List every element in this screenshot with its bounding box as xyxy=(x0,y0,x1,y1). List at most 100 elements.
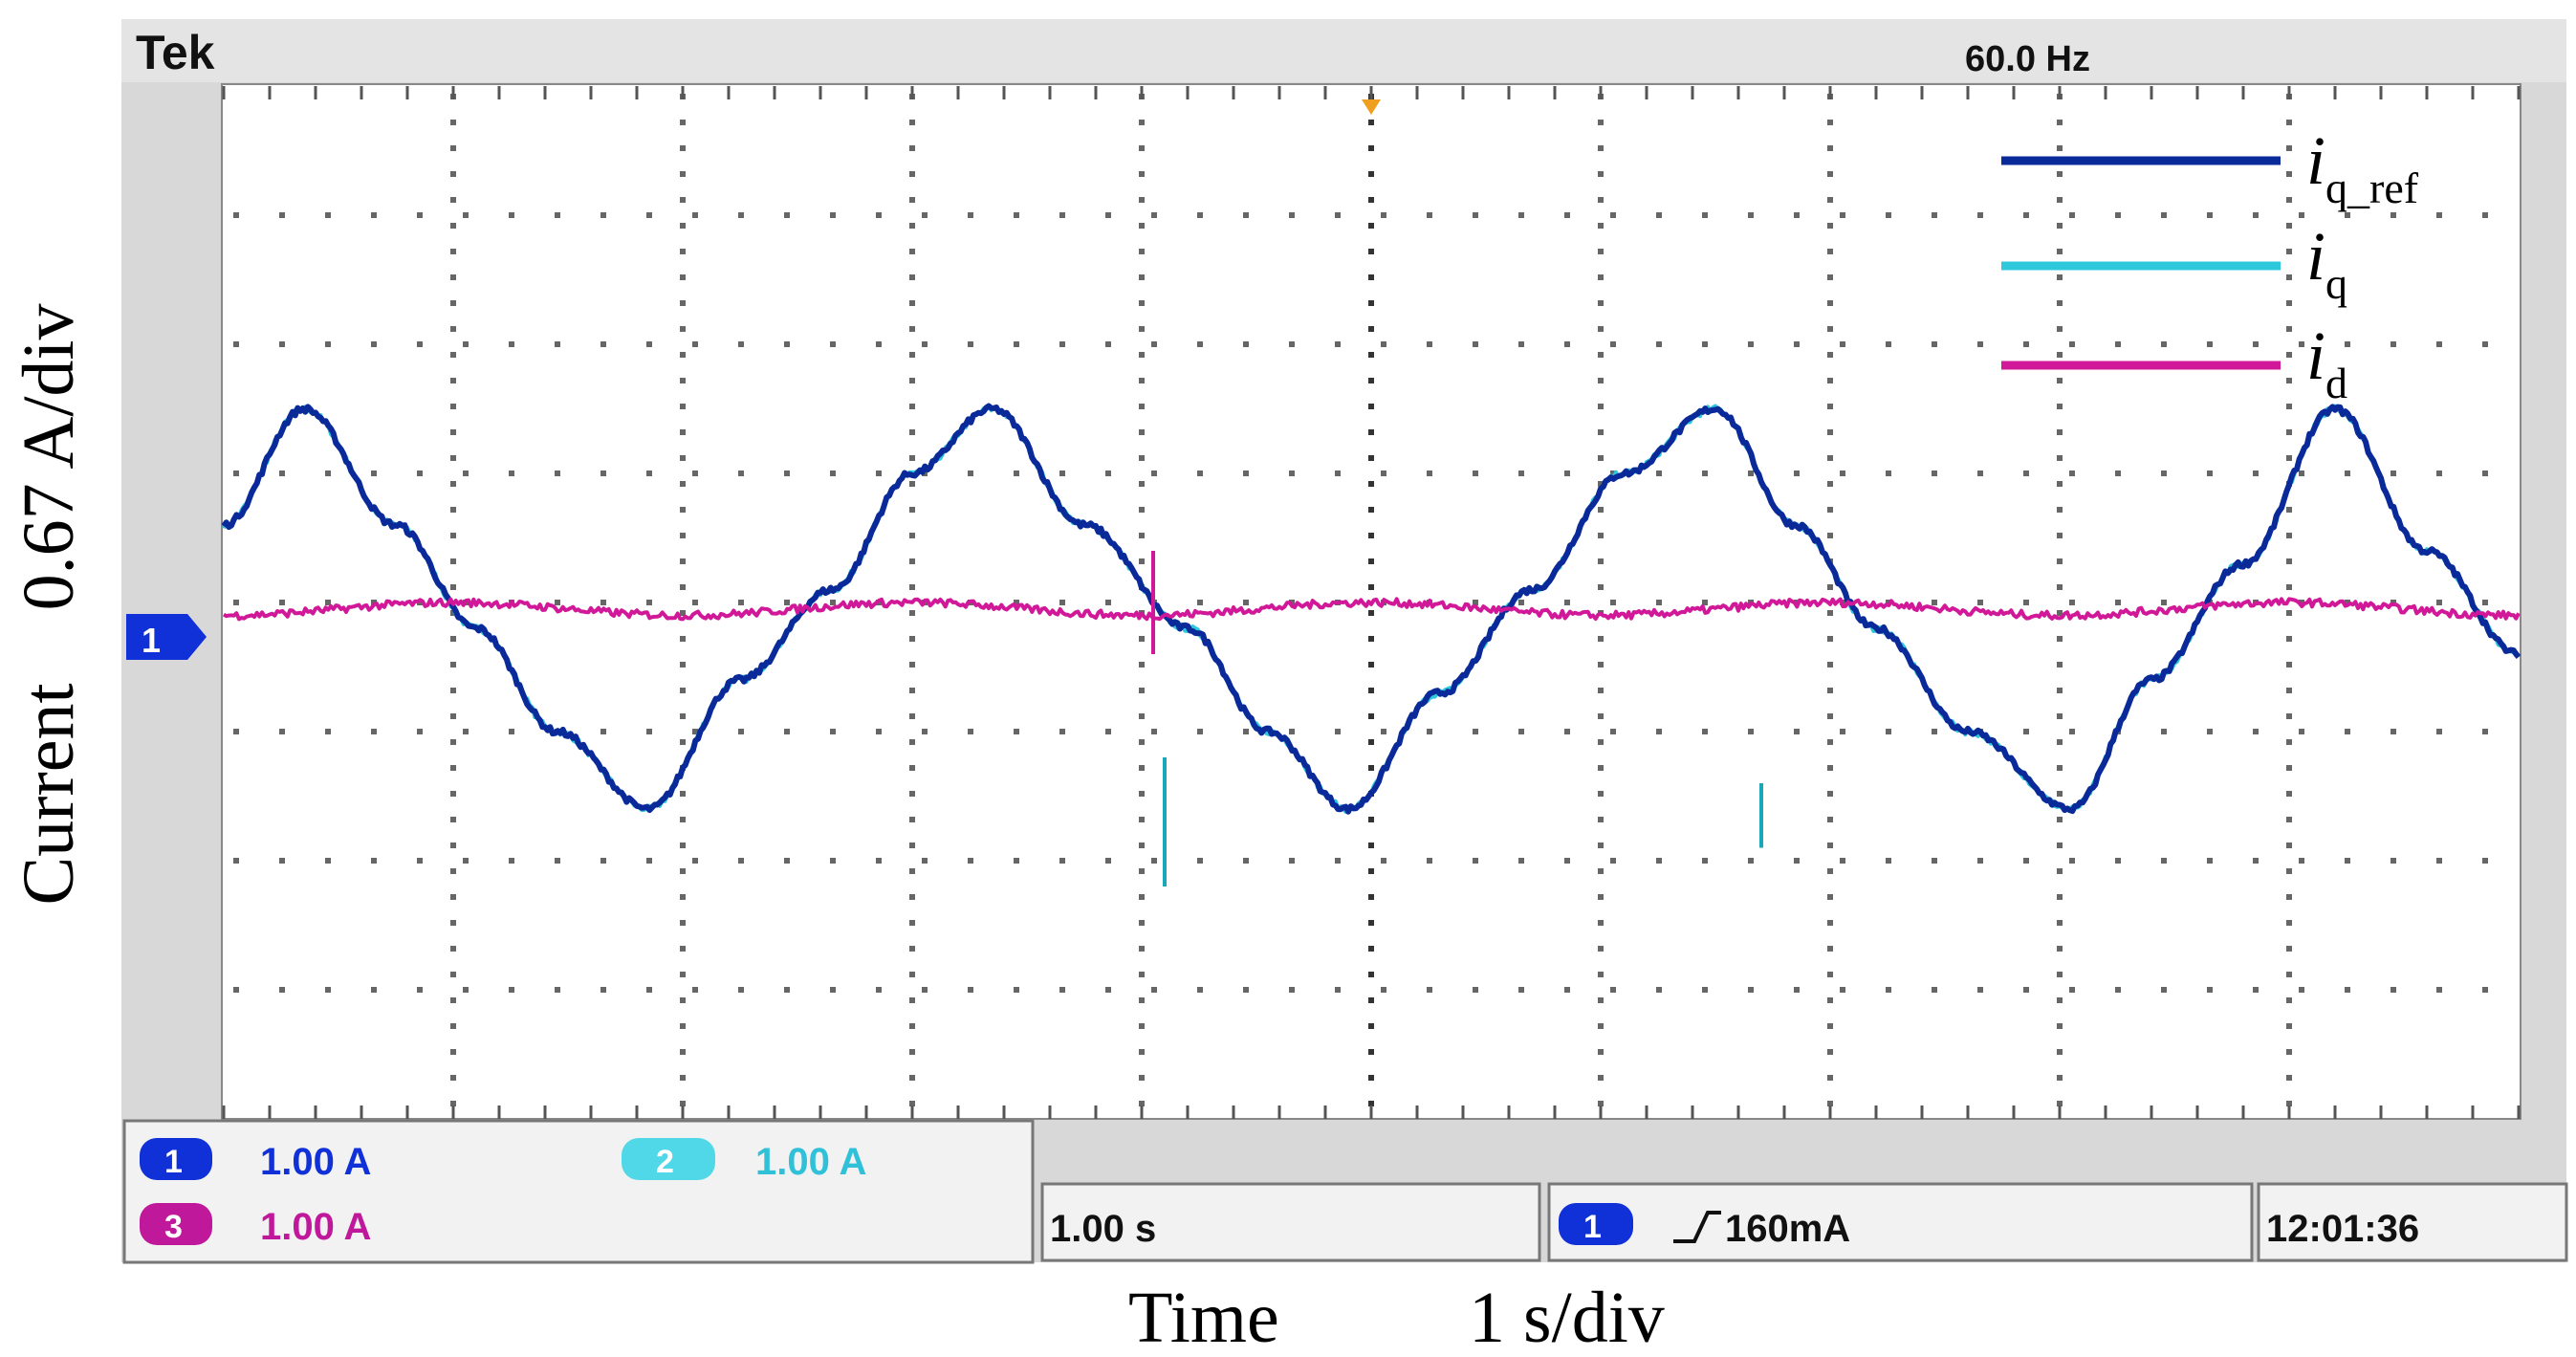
grid-dot xyxy=(509,729,514,734)
grid-dot xyxy=(325,858,331,864)
grid-dot xyxy=(417,212,423,218)
grid-dot xyxy=(1977,987,1983,993)
grid-dot xyxy=(1702,858,1708,864)
grid-dot xyxy=(1243,858,1249,864)
grid-dot xyxy=(968,858,973,864)
grid-dot xyxy=(1368,688,1374,693)
grid-dot xyxy=(2057,920,2063,926)
grid-dot xyxy=(2286,584,2292,590)
grid-dot xyxy=(1368,610,1374,616)
grid-dot xyxy=(909,765,915,771)
grid-dot xyxy=(2057,145,2063,151)
grid-dot xyxy=(2482,212,2488,218)
grid-dot xyxy=(600,987,606,993)
grid-dot xyxy=(1748,341,1754,347)
grid-dot xyxy=(1702,341,1708,347)
grid-dot xyxy=(1932,341,1937,347)
grid-dot xyxy=(2253,341,2259,347)
grid-dot xyxy=(1368,1049,1374,1055)
grid-dot xyxy=(2057,352,2063,358)
grid-dot xyxy=(2286,765,2292,771)
grid-dot xyxy=(1139,455,1145,461)
grid-dot xyxy=(1105,471,1111,476)
grid-dot xyxy=(2057,1075,2063,1081)
grid-dot xyxy=(555,341,560,347)
grid-dot xyxy=(1381,471,1386,476)
grid-dot xyxy=(909,352,915,358)
grid-dot xyxy=(909,197,915,203)
grid-dot xyxy=(1139,507,1145,513)
grid-dot xyxy=(1564,858,1570,864)
grid-dot xyxy=(325,471,331,476)
grid-dot xyxy=(2115,987,2121,993)
grid-dot xyxy=(1598,558,1604,564)
brand-label: Tek xyxy=(136,26,215,79)
grid-dot xyxy=(463,729,469,734)
grid-dot xyxy=(1598,843,1604,848)
grid-dot xyxy=(2286,171,2292,177)
grid-dot xyxy=(2286,404,2292,409)
grid-dot xyxy=(450,1049,456,1055)
grid-dot xyxy=(2286,1075,2292,1081)
grid-dot xyxy=(1827,223,1833,229)
channel-1-scale: 1.00 A xyxy=(260,1141,371,1183)
grid-dot xyxy=(1598,662,1604,668)
grid-dot xyxy=(1518,600,1524,605)
grid-dot xyxy=(922,212,928,218)
grid-dot xyxy=(1598,765,1604,771)
grid-dot xyxy=(680,1075,686,1081)
channel-3-badge xyxy=(140,1203,212,1245)
grid-dot xyxy=(2436,471,2442,476)
grid-dot xyxy=(2207,471,2213,476)
frequency-readout: 60.0 Hz xyxy=(1965,39,2090,79)
grid-dot xyxy=(279,987,285,993)
grid-dot xyxy=(279,471,285,476)
grid-dot xyxy=(2286,610,2292,616)
grid-dot xyxy=(909,688,915,693)
grid-dot xyxy=(692,987,698,993)
grid-dot xyxy=(2286,920,2292,926)
grid-dot xyxy=(1139,791,1145,797)
grid-dot xyxy=(555,600,560,605)
grid-dot xyxy=(2057,584,2063,590)
ground-marker-label: 1 xyxy=(142,621,161,660)
grid-dot xyxy=(1368,558,1374,564)
grid-dot xyxy=(1243,729,1249,734)
grid-dot xyxy=(1059,987,1065,993)
grid-dot xyxy=(1702,729,1708,734)
grid-dot xyxy=(2207,212,2213,218)
grid-dot xyxy=(1656,729,1662,734)
grid-dot xyxy=(450,946,456,952)
channel-2-badge-label: 2 xyxy=(656,1144,674,1180)
grid-dot xyxy=(1977,858,1983,864)
grid-dot xyxy=(909,843,915,848)
grid-dot xyxy=(1598,352,1604,358)
grid-dot xyxy=(417,858,423,864)
grid-dot xyxy=(1794,858,1800,864)
grid-dot xyxy=(1197,858,1203,864)
grid-dot xyxy=(1139,843,1145,848)
grid-dot xyxy=(1840,729,1845,734)
grid-dot xyxy=(2253,471,2259,476)
grid-dot xyxy=(1827,662,1833,668)
top-status-bar xyxy=(121,19,2566,82)
grid-dot xyxy=(1794,729,1800,734)
grid-dot xyxy=(2057,739,2063,745)
grid-dot xyxy=(1368,378,1374,383)
grid-dot xyxy=(1840,341,1845,347)
grid-dot xyxy=(2299,471,2304,476)
grid-dot xyxy=(1427,729,1432,734)
grid-dot xyxy=(2057,972,2063,977)
grid-dot xyxy=(1289,212,1295,218)
grid-dot xyxy=(1598,533,1604,538)
grid-dot xyxy=(909,326,915,332)
channel-1-badge xyxy=(140,1138,212,1180)
grid-dot xyxy=(450,920,456,926)
grid-dot xyxy=(922,729,928,734)
grid-dot xyxy=(1139,533,1145,538)
grid-dot xyxy=(555,987,560,993)
grid-dot xyxy=(1656,212,1662,218)
grid-dot xyxy=(1840,471,1845,476)
grid-dot xyxy=(2286,223,2292,229)
grid-dot xyxy=(1139,223,1145,229)
